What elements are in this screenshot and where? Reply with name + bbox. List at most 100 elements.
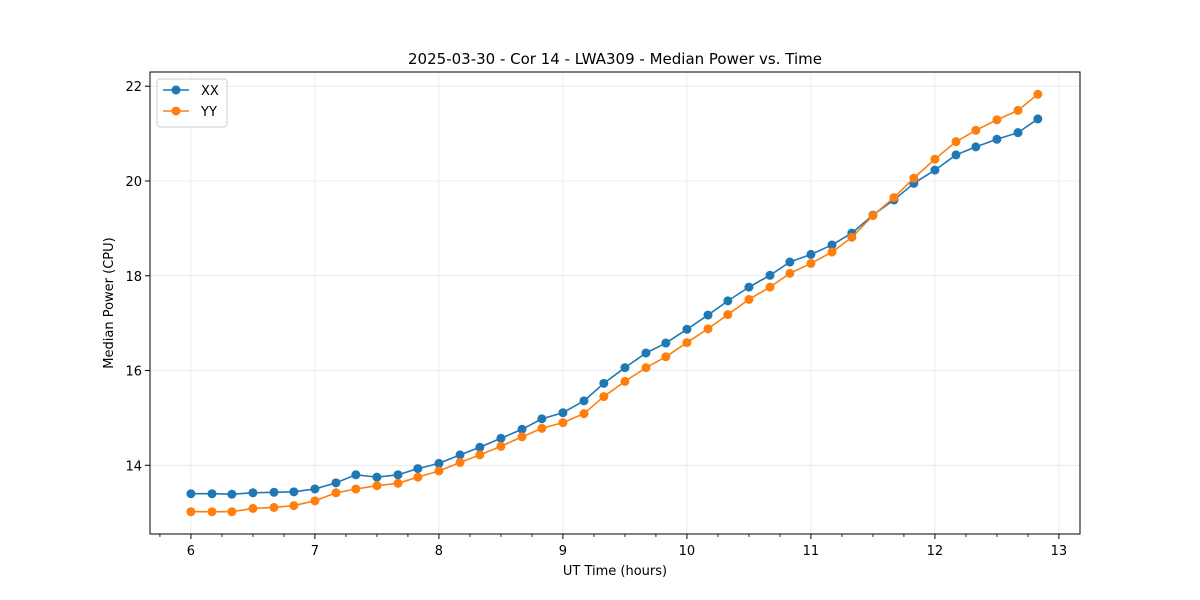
chart-title: 2025-03-30 - Cor 14 - LWA309 - Median Po…	[408, 50, 822, 68]
series-yy-point	[413, 472, 423, 482]
series-yy-point	[1013, 105, 1023, 115]
series-xx-point	[393, 470, 403, 480]
series-yy-point	[868, 211, 878, 221]
series-xx-point	[372, 472, 382, 482]
series-yy-point	[310, 496, 320, 506]
series-yy-point	[475, 450, 485, 460]
series-yy-point	[889, 193, 899, 203]
series-xx-point	[579, 396, 589, 406]
series-xx-point	[331, 478, 341, 488]
legend-xx-label: XX	[201, 84, 219, 99]
series-yy-point	[537, 423, 547, 433]
series-yy-point	[847, 232, 857, 242]
series-xx-point	[723, 296, 733, 306]
series-yy-point	[765, 282, 775, 292]
series-yy-point	[331, 488, 341, 498]
series-xx-point	[455, 450, 465, 460]
x-tick-label: 7	[311, 544, 319, 559]
series-yy-point	[496, 441, 506, 451]
series-yy-point	[785, 268, 795, 278]
series-xx-point	[310, 484, 320, 494]
series-xx-point	[930, 165, 940, 175]
x-tick-label: 12	[927, 544, 944, 559]
series-xx-point	[806, 249, 816, 259]
series-xx-point	[785, 257, 795, 267]
grid-lines	[150, 72, 1080, 534]
series-xx-point	[661, 338, 671, 348]
series-yy-point	[682, 338, 692, 348]
series-xx-point	[827, 240, 837, 250]
x-tick-label: 8	[435, 544, 443, 559]
series-yy-point	[599, 392, 609, 402]
y-tick-label: 22	[125, 80, 142, 95]
series-xx-point	[496, 433, 506, 443]
x-tick-label: 9	[559, 544, 567, 559]
series-xx-point	[434, 458, 444, 468]
legend-yy-marker	[171, 106, 181, 116]
series-yy-point	[558, 418, 568, 428]
series-xx-point	[765, 270, 775, 280]
series-yy-point	[207, 507, 217, 517]
series-xx-point	[269, 487, 279, 497]
series-xx-point	[207, 489, 217, 499]
series-xx-point	[517, 424, 527, 434]
x-tick-label: 13	[1051, 544, 1068, 559]
series-xx-point	[537, 414, 547, 424]
x-tick-label: 11	[803, 544, 820, 559]
series-yy-point	[393, 478, 403, 488]
series-xx-point	[227, 489, 237, 499]
series-yy-point	[351, 484, 361, 494]
series-yy-point	[971, 125, 981, 135]
x-tick-label: 10	[679, 544, 696, 559]
series-xx-point	[641, 348, 651, 358]
axis-ticks: 6 7 8 9 10 11 12 13 14 16 18 20 22	[125, 80, 1067, 559]
series-yy-point	[992, 115, 1002, 125]
series-yy-point	[806, 258, 816, 268]
y-tick-label: 16	[125, 365, 142, 380]
y-tick-label: 20	[125, 175, 142, 190]
legend-yy-label: YY	[200, 105, 217, 120]
x-axis-label: UT Time (hours)	[563, 564, 667, 579]
series-yy-point	[227, 507, 237, 517]
data-series	[186, 89, 1043, 517]
series-yy-point	[744, 294, 754, 304]
series-xx-point	[992, 134, 1002, 144]
series-xx-point	[558, 408, 568, 418]
series-xx-point	[186, 489, 196, 499]
series-xx-point	[682, 324, 692, 334]
series-yy	[186, 89, 1043, 517]
series-yy-point	[909, 173, 919, 183]
legend: XX YY	[156, 78, 228, 128]
series-xx-point	[248, 488, 258, 498]
y-tick-label: 18	[125, 270, 142, 285]
x-tick-label: 6	[187, 544, 195, 559]
series-yy-point	[620, 376, 630, 386]
series-yy-point	[827, 247, 837, 257]
y-axis-label: Median Power (CPU)	[102, 237, 117, 368]
series-xx-point	[351, 470, 361, 480]
series-xx-point	[620, 363, 630, 373]
series-xx-point	[1033, 114, 1043, 124]
legend-xx-marker	[171, 85, 181, 95]
axes-frame	[149, 71, 1081, 535]
series-yy-point	[951, 137, 961, 147]
series-xx-point	[289, 487, 299, 497]
series-yy-point	[723, 310, 733, 320]
series-xx-point	[475, 442, 485, 452]
series-yy-point	[703, 324, 713, 334]
series-xx-point	[599, 378, 609, 388]
series-yy-point	[641, 363, 651, 373]
series-yy-point	[434, 466, 444, 476]
series-xx-point	[951, 150, 961, 160]
series-yy-point	[372, 481, 382, 491]
series-xx-point	[744, 282, 754, 292]
series-yy-point	[248, 503, 258, 513]
series-xx-point	[1013, 128, 1023, 138]
series-yy-point	[517, 432, 527, 442]
series-yy-point	[661, 352, 671, 362]
series-xx-point	[703, 310, 713, 320]
series-yy-point	[289, 501, 299, 511]
series-yy-point	[1033, 89, 1043, 99]
series-yy-point	[186, 507, 196, 517]
